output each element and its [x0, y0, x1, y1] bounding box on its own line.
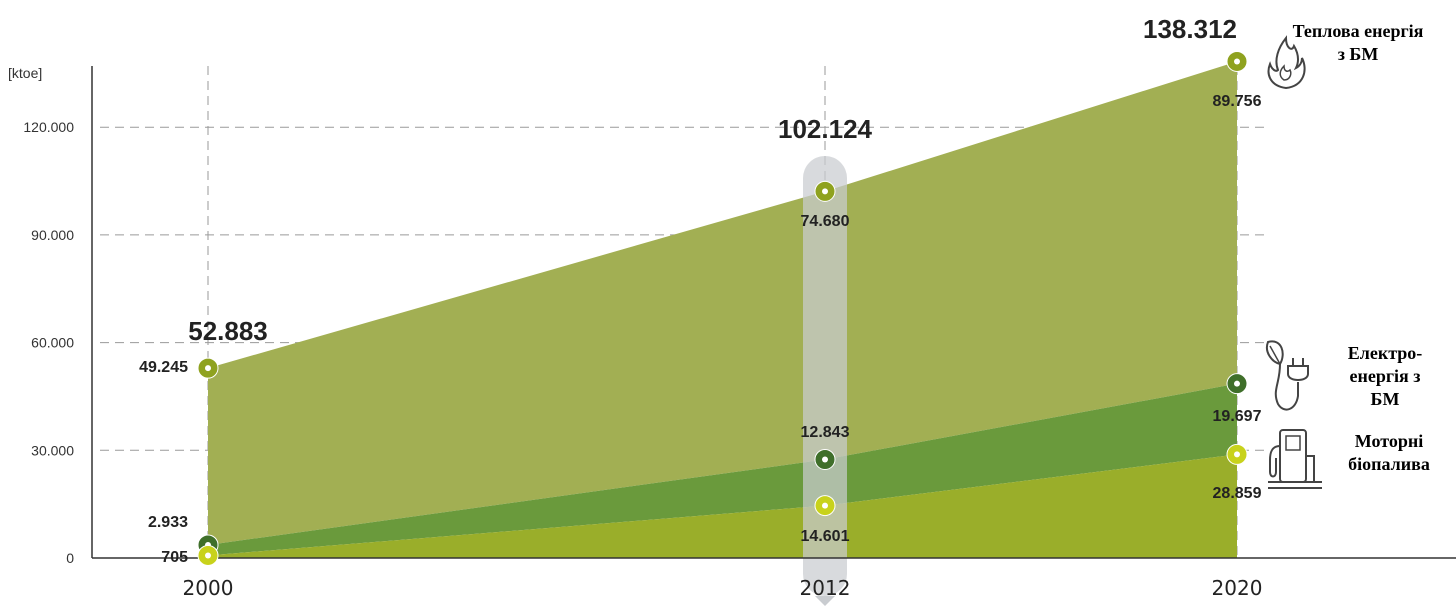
flame-icon — [1267, 35, 1306, 90]
axes: 0 30.000 60.000 90.000 120.000 [ktoe] 2000 2012… — [8, 65, 1456, 600]
x-tick-label: 2012 — [800, 576, 851, 600]
y-tick-label: 60.000 — [31, 335, 74, 351]
x-tick-label: 2020 — [1212, 576, 1263, 600]
marker-heat-center — [205, 365, 211, 372]
value-label-electricity: 19.697 — [1213, 408, 1262, 425]
legend-biofuels: Моторні біопалива — [1326, 430, 1452, 476]
marker-electricity-center — [822, 456, 828, 463]
fuel-pump-icon — [1268, 429, 1322, 489]
value-label-biofuels: 14.601 — [801, 528, 850, 545]
value-label-heat: 49.245 — [139, 359, 188, 376]
x-tick-label: 2000 — [183, 576, 234, 600]
labels: 52.883 102.124 138.312 49.245 74.680 89.756 2.… — [139, 14, 1262, 566]
y-unit-label: [ktoe] — [8, 65, 42, 81]
value-label-biofuels: 705 — [161, 549, 188, 566]
marker-biofuels-center — [205, 552, 211, 559]
legend-biofuels-label: Моторні біопалива — [1348, 431, 1430, 474]
marker-heat-center — [822, 188, 828, 195]
highlight-pointer — [815, 596, 835, 606]
area-biofuels — [208, 454, 1237, 558]
total-label: 52.883 — [188, 316, 268, 346]
y-tick-label: 0 — [66, 550, 74, 566]
legend-heat: Теплова енергія з БМ — [1288, 20, 1428, 66]
legend-electricity: Електро-енергія з БМ — [1340, 342, 1430, 411]
marker-electricity-center — [1234, 380, 1240, 387]
area-heat — [208, 61, 1237, 545]
y-tick-label: 120.000 — [23, 119, 74, 135]
value-label-heat: 89.756 — [1213, 93, 1262, 110]
markers — [197, 50, 1248, 566]
value-label-heat: 74.680 — [801, 213, 850, 230]
marker-biofuels-center — [822, 502, 828, 509]
value-label-electricity: 2.933 — [148, 514, 188, 531]
legend-electricity-label: Електро-енергія з БМ — [1347, 343, 1423, 409]
legend-heat-label: Теплова енергія з БМ — [1292, 21, 1424, 64]
y-tick-label: 90.000 — [31, 227, 74, 243]
y-tick-label: 30.000 — [31, 442, 74, 458]
value-label-electricity: 12.843 — [801, 424, 850, 441]
marker-heat-center — [1234, 58, 1240, 65]
highlight-band — [803, 156, 847, 596]
total-label: 102.124 — [778, 114, 873, 144]
plug-leaf-icon — [1266, 340, 1309, 411]
marker-biofuels-center — [1234, 451, 1240, 458]
value-label-biofuels: 28.859 — [1213, 485, 1262, 502]
highlight-2012 — [803, 156, 847, 606]
area-electricity — [208, 383, 1237, 556]
areas — [208, 61, 1237, 558]
total-label: 138.312 — [1143, 14, 1237, 44]
